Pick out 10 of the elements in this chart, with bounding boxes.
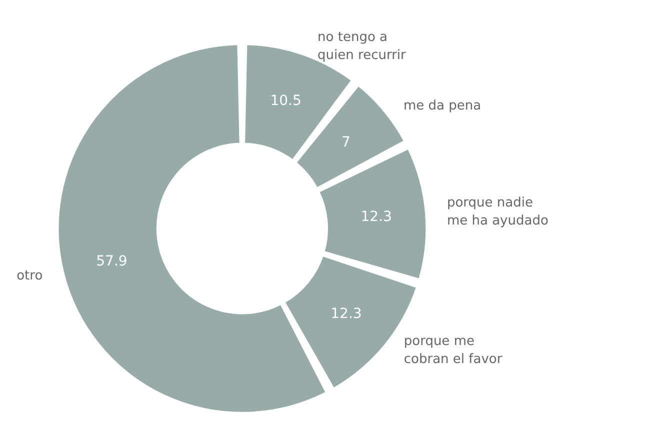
data-label: 10.5 bbox=[270, 93, 302, 110]
slice-label: porque me cobran el favor bbox=[404, 334, 503, 368]
data-label: 57.9 bbox=[96, 254, 128, 270]
slice-label: otro bbox=[16, 268, 43, 284]
slice-label: me da pena bbox=[403, 98, 482, 114]
slice-label: no tengo a quien recurrir bbox=[318, 30, 407, 63]
slice-label: porque nadie me ha ayudado bbox=[446, 196, 548, 229]
data-label: 12.3 bbox=[360, 209, 392, 226]
data-label: 7 bbox=[341, 134, 350, 151]
data-label: 12.3 bbox=[330, 306, 362, 322]
